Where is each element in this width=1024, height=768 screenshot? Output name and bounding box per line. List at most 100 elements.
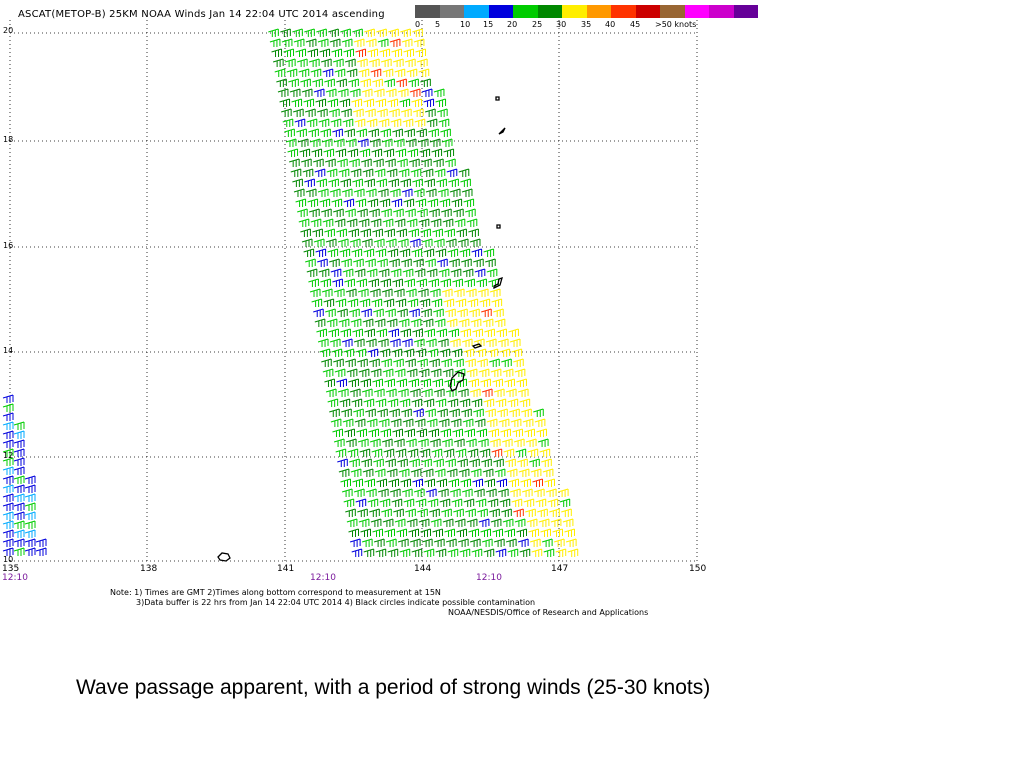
- wind-barb: [397, 308, 408, 317]
- wind-barb: [361, 88, 373, 97]
- wind-barb: [391, 348, 403, 357]
- wind-barb: [432, 378, 443, 387]
- legend-swatch: [611, 5, 636, 18]
- wind-barb: [13, 439, 25, 448]
- pass-time: 12:10: [310, 573, 336, 583]
- wind-barb: [356, 278, 367, 287]
- wind-barb: [398, 168, 410, 177]
- wind-barb: [409, 308, 420, 317]
- wind-barb: [376, 478, 387, 487]
- wind-barb: [318, 118, 330, 127]
- wind-barb: [358, 518, 370, 527]
- wind-barb: [433, 308, 444, 317]
- wind-barb: [291, 98, 303, 107]
- plot-title: ASCAT(METOP-B) 25KM NOAA Winds Jan 14 22…: [18, 9, 385, 20]
- wind-barb: [445, 538, 457, 547]
- wind-barb: [406, 218, 418, 227]
- wind-barb: [305, 188, 317, 197]
- wind-barb: [365, 408, 376, 417]
- wind-barb: [325, 88, 337, 97]
- wind-barb: [283, 48, 295, 57]
- wind-barb: [485, 258, 496, 267]
- wind-barb: [457, 538, 469, 547]
- wind-barb: [337, 388, 349, 397]
- wind-barb: [469, 308, 480, 317]
- wind-barb: [484, 478, 495, 487]
- wind-barb: [372, 228, 383, 237]
- wind-barb: [521, 408, 532, 417]
- wind-barb: [279, 98, 291, 107]
- wind-barb: [433, 388, 445, 397]
- wind-barb: [357, 288, 369, 297]
- wind-barb: [463, 348, 475, 357]
- wind-barb: [343, 498, 355, 507]
- wind-barb: [483, 398, 495, 407]
- wind-barb: [523, 498, 535, 507]
- wind-barb: [407, 148, 419, 157]
- wind-barb: [552, 528, 564, 537]
- wind-barb: [352, 478, 363, 487]
- wind-barb: [520, 478, 531, 487]
- wind-barb: [2, 394, 14, 403]
- wind-barb: [441, 208, 452, 217]
- wind-barb: [534, 418, 546, 427]
- note-line-2: 3)Data buffer is 22 hrs from Jan 14 22:0…: [136, 598, 536, 607]
- wind-barb: [356, 128, 367, 137]
- wind-barb: [429, 508, 440, 517]
- wind-barb: [440, 428, 451, 437]
- wind-barb: [395, 448, 407, 457]
- wind-barb: [409, 538, 421, 547]
- wind-barb: [495, 548, 507, 557]
- wind-barb: [476, 278, 487, 287]
- lat-label: 12: [3, 451, 14, 460]
- lon-label: 141: [277, 564, 295, 574]
- wind-barb: [393, 438, 405, 447]
- wind-barb: [408, 528, 420, 537]
- wind-barb: [507, 398, 519, 407]
- wind-barb: [324, 378, 335, 387]
- wind-barb: [409, 388, 421, 397]
- wind-barb: [409, 238, 421, 247]
- wind-barb: [421, 388, 433, 397]
- wind-barb: [409, 88, 421, 97]
- wind-barb: [374, 468, 386, 477]
- wind-barb: [394, 218, 406, 227]
- wind-barb: [284, 128, 295, 137]
- wind-barb: [330, 418, 342, 427]
- wind-barb: [413, 488, 425, 497]
- wind-barb: [412, 178, 423, 187]
- wind-barb: [452, 428, 463, 437]
- wind-barb: [379, 348, 391, 357]
- wind-barb: [444, 378, 455, 387]
- wind-barb: [504, 378, 515, 387]
- wind-barb: [474, 268, 486, 277]
- wind-barb: [438, 268, 450, 277]
- wind-barb: [423, 548, 435, 557]
- wind-barb: [422, 318, 434, 327]
- wind-barb: [13, 475, 25, 484]
- legend-swatch: [733, 5, 758, 18]
- wind-speed-legend: 0 5 10 15 20 25 30 35 40 45 >50 knots: [415, 5, 758, 32]
- wind-barb: [501, 358, 512, 367]
- wind-barb: [346, 518, 358, 527]
- wind-barb: [299, 148, 311, 157]
- wind-barb: [400, 328, 411, 337]
- legend-swatch: [513, 5, 538, 18]
- wind-barb: [333, 438, 345, 447]
- wind-barb: [306, 118, 318, 127]
- wind-barb: [408, 228, 419, 237]
- wind-barb: [327, 248, 339, 257]
- wind-barb: [413, 108, 424, 117]
- wind-barb: [433, 458, 444, 467]
- wind-barb: [353, 488, 365, 497]
- wind-barb: [424, 178, 435, 187]
- lon-label: 138: [140, 564, 158, 574]
- wind-barb: [346, 218, 358, 227]
- wind-barb: [341, 188, 353, 197]
- wind-barb: [371, 298, 383, 307]
- wind-barb: [433, 88, 445, 97]
- lon-label: 147: [551, 564, 569, 574]
- wind-barb: [446, 168, 458, 177]
- wind-barb: [393, 508, 404, 517]
- wind-barb: [466, 368, 478, 377]
